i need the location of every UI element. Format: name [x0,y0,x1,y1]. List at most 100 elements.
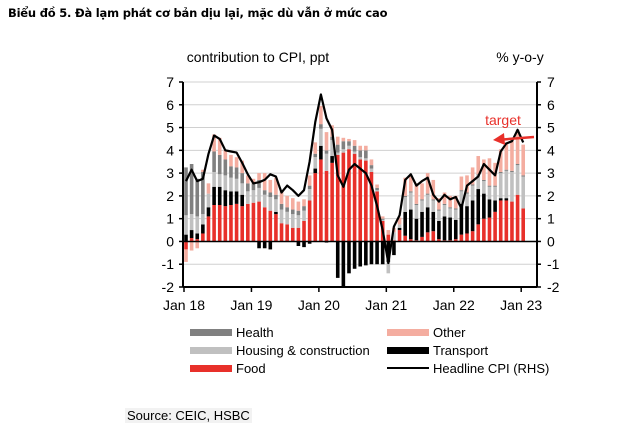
bar-food [453,239,458,242]
x-tick-label: Jan 22 [433,297,475,313]
bar-health [268,192,273,198]
bar-other [341,137,346,142]
bar-food [369,171,374,242]
bar-health [313,153,318,158]
bar-transport [414,218,419,241]
bar-health [201,171,205,215]
bar-other [409,175,413,192]
bar-food [476,224,481,242]
bar-transport [240,194,244,207]
bar-other [482,159,486,180]
bar-other [217,137,222,155]
bar-housing-construction [470,185,475,201]
bar-housing-construction [515,165,520,195]
bar-other [437,198,441,210]
bar-housing-construction [476,175,481,190]
bar-other [189,241,194,251]
legend-item-housing: Housing & construction [190,342,370,358]
bar-health [498,171,503,174]
bar-health [347,141,351,146]
bar-housing-construction [459,191,464,204]
bar-transport [431,211,436,232]
bar-food [206,216,211,242]
bar-health [184,167,188,216]
bar-transport [470,200,475,232]
bar-housing-construction [425,194,430,208]
bar-food [330,162,334,242]
bar-health [470,184,475,186]
bar-housing-construction [453,209,458,220]
bar-other [504,142,509,170]
bar-health [358,150,363,158]
bar-food [246,203,250,242]
bar-housing-construction [392,232,396,241]
bar-other [498,149,503,172]
bar-housing-construction [504,170,509,199]
right-tick-label: -1 [547,256,560,272]
legend-item-other: Other [387,324,466,340]
legend-swatch-other [387,328,429,336]
bar-other [335,136,340,145]
bar-transport [195,233,200,240]
bar-other [279,190,284,204]
bar-food [487,217,492,242]
legend-label-housing: Housing & construction [236,342,370,358]
bar-food [296,227,301,242]
bar-other [296,201,301,211]
bar-food [223,206,228,242]
bar-food [482,218,486,242]
bar-food [397,230,402,242]
bar-transport [493,200,497,212]
bar-housing-construction [498,173,503,199]
bar-housing-construction [375,190,379,192]
bar-health [482,179,486,182]
bar-health [234,167,239,179]
bar-health [521,175,525,177]
bar-transport [448,217,452,241]
bar-housing-construction [380,219,385,221]
bar-health [459,190,464,192]
bar-transport [274,211,278,215]
bar-food [459,234,464,242]
bar-housing-construction [324,153,329,171]
bar-transport [364,241,368,266]
left-tick-label: 7 [166,74,174,90]
bar-other [212,134,216,152]
bar-health [302,206,306,211]
bar-health [262,190,267,195]
bar-health [246,183,250,192]
bar-other [453,195,458,209]
bar-other [448,195,452,208]
bar-housing-construction [482,181,486,194]
bar-transport [189,230,194,239]
bar-health [380,218,385,220]
bar-food [493,211,497,242]
bar-food [470,231,475,242]
chart-title: Biểu đồ 5. Đà lạm phát cơ bản dịu lại, m… [8,6,388,20]
bar-other [420,183,424,200]
bar-food [229,205,233,242]
bar-housing-construction [257,187,261,202]
legend-label-other: Other [433,324,466,340]
bar-transport [257,241,261,249]
bar-transport [375,241,379,265]
bar-food [504,200,509,242]
bar-food [358,159,363,242]
legend-item-transport: Transport [387,342,488,358]
bar-food [425,232,430,242]
bar-housing-construction [240,183,244,195]
bar-food [319,159,323,242]
bar-health [403,195,407,198]
bar-housing-construction [403,197,407,212]
bar-transport [487,199,492,218]
bar-other [302,199,306,207]
bar-food [510,201,514,242]
bar-food [262,207,267,242]
bar-transport [476,189,481,225]
bar-food [498,200,503,242]
bar-transport [504,198,509,201]
bar-food [386,234,391,242]
target-arrow-head [493,132,505,145]
bar-other [257,173,261,180]
bar-other [206,183,211,194]
